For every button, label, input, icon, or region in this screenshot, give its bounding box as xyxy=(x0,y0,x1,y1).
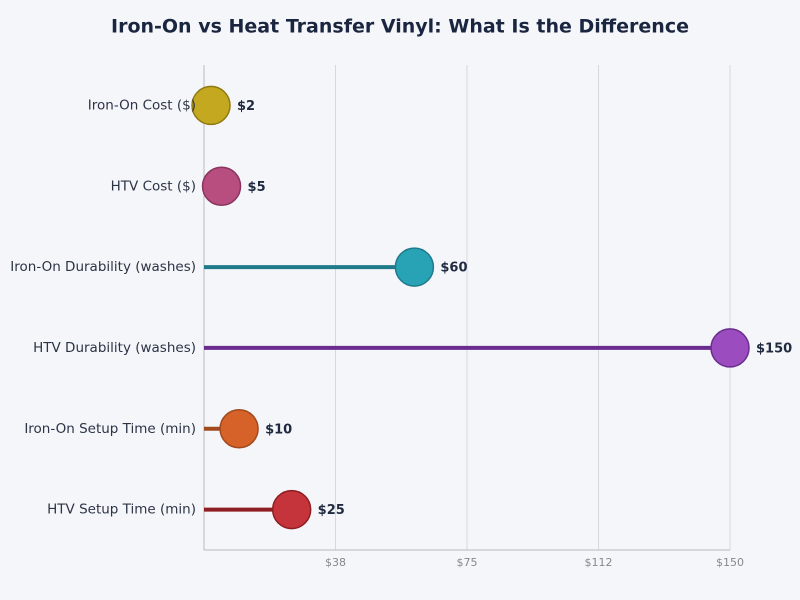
x-tick-label: $75 xyxy=(457,556,478,569)
y-tick-label: HTV Cost ($) xyxy=(111,178,196,194)
value-label: $2 xyxy=(237,99,255,114)
value-label: $60 xyxy=(440,261,467,276)
y-tick-label: HTV Setup Time (min) xyxy=(47,502,196,518)
x-tick-label: $112 xyxy=(585,556,613,569)
y-tick-label: HTV Durability (washes) xyxy=(33,340,196,356)
value-label: $5 xyxy=(248,180,266,195)
chart-title: Iron-On vs Heat Transfer Vinyl: What Is … xyxy=(111,16,689,38)
value-label: $150 xyxy=(756,341,792,356)
dot xyxy=(219,409,259,449)
value-label: $10 xyxy=(265,422,292,437)
y-tick-label: Iron-On Durability (washes) xyxy=(10,259,196,275)
dot xyxy=(394,247,435,287)
y-tick-label: Iron-On Setup Time (min) xyxy=(24,421,196,437)
dot xyxy=(271,489,312,530)
dot xyxy=(191,85,231,126)
value-label: $25 xyxy=(318,503,345,518)
x-tick-label: $38 xyxy=(325,556,346,569)
x-tick-label: $150 xyxy=(716,556,744,569)
y-tick-label: Iron-On Cost ($) xyxy=(88,97,196,113)
dot xyxy=(710,328,750,368)
dot xyxy=(201,166,242,206)
